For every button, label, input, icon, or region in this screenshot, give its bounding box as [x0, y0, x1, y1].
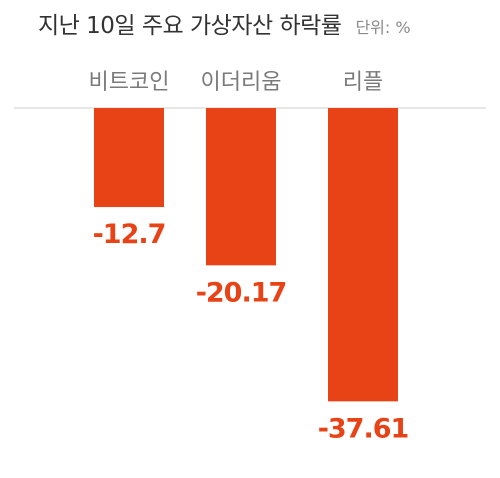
value-label: -12.7	[93, 219, 166, 250]
value-label: -37.61	[318, 413, 409, 444]
category-label: 리플	[343, 70, 383, 95]
bar	[206, 108, 276, 266]
category-label: 이더리움	[201, 70, 282, 95]
value-label: -20.17	[196, 277, 287, 308]
bar	[328, 108, 398, 402]
category-label: 비트코인	[89, 70, 170, 95]
unit-label: 단위: %	[355, 18, 411, 37]
bar	[94, 108, 164, 208]
chart-title: 지난 10일 주요 가상자산 하락률	[38, 13, 342, 39]
chart-header: 지난 10일 주요 가상자산 하락률 단위: %	[38, 6, 411, 40]
